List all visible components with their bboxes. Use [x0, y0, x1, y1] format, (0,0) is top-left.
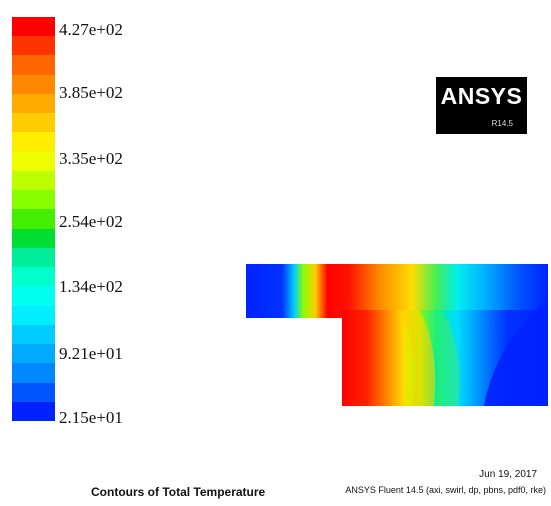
- colorbar-band: [12, 17, 55, 37]
- colorbar-band: [12, 305, 55, 326]
- colorbar-tick-label: 3.85e+02: [59, 83, 123, 102]
- colorbar-band: [12, 324, 55, 345]
- colorbar-tick-label: 2.54e+02: [59, 212, 123, 231]
- colorbar-band: [12, 190, 55, 210]
- colorbar: [12, 17, 55, 422]
- colorbar-band: [12, 209, 55, 230]
- colorbar-tick-label: 9.21e+01: [59, 344, 123, 363]
- colorbar-band: [12, 228, 55, 249]
- colorbar-tick-label: 4.27e+02: [59, 20, 123, 39]
- domain-upper-region: [246, 264, 548, 318]
- colorbar-tick-label: 3.35e+02: [59, 149, 123, 168]
- colorbar-band: [12, 286, 55, 307]
- colorbar-band: [12, 151, 55, 172]
- colorbar-band: [12, 93, 55, 114]
- colorbar-band: [12, 170, 55, 191]
- colorbar-band: [12, 267, 55, 287]
- colorbar-band: [12, 36, 55, 56]
- colorbar-band: [12, 74, 55, 95]
- colorbar-band: [12, 132, 55, 153]
- colorbar-band: [12, 247, 55, 268]
- colorbar-tick-label: 2.15e+01: [59, 408, 123, 427]
- solver-info: ANSYS Fluent 14.5 (axi, swirl, dp, pbns,…: [345, 485, 546, 495]
- contour-plot: [246, 264, 548, 406]
- logo-release: R14.5: [491, 119, 513, 128]
- logo-name: ANSYS: [440, 83, 523, 109]
- colorbar-tick-label: 1.34e+02: [59, 277, 123, 296]
- colorbar-band: [12, 363, 55, 384]
- colorbar-band: [12, 55, 55, 76]
- colorbar-band: [12, 382, 55, 403]
- colorbar-band: [12, 344, 55, 364]
- plot-caption: Contours of Total Temperature: [91, 485, 266, 499]
- ansys-logo: ANSYS R14.5: [436, 77, 527, 134]
- colorbar-band: [12, 401, 55, 422]
- plot-date: Jun 19, 2017: [479, 469, 537, 480]
- colorbar-band: [12, 113, 55, 133]
